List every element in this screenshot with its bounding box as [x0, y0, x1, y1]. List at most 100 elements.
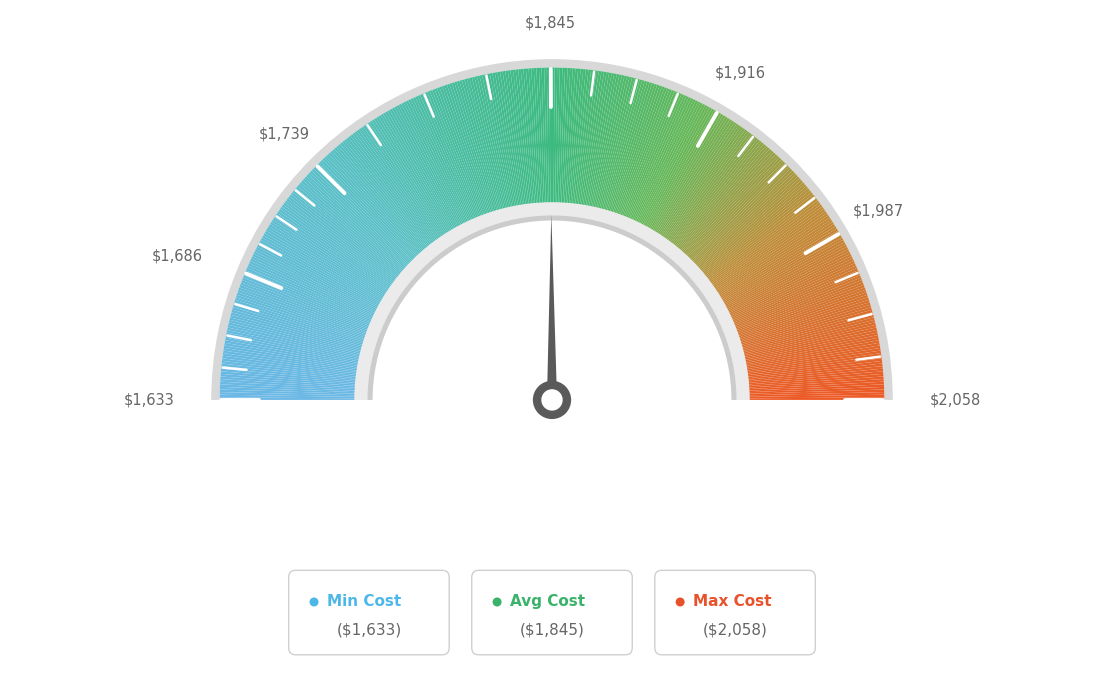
Wedge shape	[467, 78, 503, 209]
Wedge shape	[280, 207, 392, 286]
Wedge shape	[669, 132, 752, 242]
Wedge shape	[354, 131, 436, 241]
Wedge shape	[231, 313, 362, 349]
Wedge shape	[654, 115, 725, 232]
Wedge shape	[220, 387, 355, 394]
Wedge shape	[584, 72, 609, 206]
Wedge shape	[296, 186, 401, 274]
Wedge shape	[641, 104, 705, 225]
Wedge shape	[607, 81, 647, 211]
Wedge shape	[344, 139, 429, 246]
Wedge shape	[226, 330, 359, 360]
Wedge shape	[289, 194, 397, 279]
Wedge shape	[321, 159, 416, 258]
Circle shape	[541, 389, 563, 411]
Wedge shape	[265, 230, 382, 301]
Wedge shape	[747, 358, 882, 377]
Wedge shape	[240, 285, 367, 333]
Wedge shape	[396, 105, 461, 226]
Wedge shape	[335, 147, 424, 251]
Wedge shape	[652, 114, 723, 231]
Wedge shape	[315, 165, 413, 262]
Wedge shape	[487, 73, 516, 206]
Wedge shape	[582, 71, 604, 205]
Wedge shape	[729, 251, 850, 313]
Wedge shape	[611, 82, 652, 212]
Wedge shape	[510, 70, 529, 204]
Wedge shape	[618, 87, 667, 215]
Wedge shape	[222, 361, 357, 378]
Wedge shape	[288, 196, 396, 280]
Wedge shape	[388, 110, 456, 228]
Wedge shape	[608, 81, 650, 212]
Wedge shape	[283, 202, 393, 284]
Circle shape	[492, 598, 501, 607]
Text: ($2,058): ($2,058)	[702, 622, 767, 638]
Wedge shape	[603, 79, 639, 210]
Wedge shape	[716, 217, 831, 293]
Wedge shape	[572, 69, 588, 204]
Wedge shape	[749, 371, 883, 384]
Wedge shape	[479, 75, 510, 208]
Wedge shape	[220, 389, 355, 395]
Wedge shape	[648, 110, 716, 228]
Wedge shape	[306, 175, 407, 267]
Wedge shape	[439, 86, 487, 215]
Wedge shape	[667, 130, 747, 240]
Wedge shape	[347, 137, 432, 245]
Wedge shape	[594, 75, 625, 208]
Wedge shape	[701, 182, 805, 272]
Wedge shape	[352, 132, 435, 242]
Wedge shape	[747, 364, 882, 380]
Wedge shape	[595, 76, 627, 208]
Wedge shape	[221, 368, 355, 383]
Wedge shape	[272, 219, 386, 294]
Wedge shape	[692, 167, 790, 263]
Wedge shape	[559, 68, 565, 203]
Wedge shape	[277, 211, 390, 289]
Wedge shape	[726, 247, 848, 310]
Wedge shape	[592, 75, 622, 207]
Wedge shape	[647, 109, 714, 228]
Wedge shape	[274, 215, 389, 292]
Wedge shape	[708, 196, 816, 280]
Wedge shape	[233, 305, 363, 345]
Wedge shape	[722, 230, 839, 301]
Wedge shape	[340, 142, 427, 248]
Wedge shape	[747, 355, 882, 375]
Wedge shape	[220, 384, 355, 392]
Wedge shape	[620, 88, 669, 215]
Wedge shape	[363, 125, 442, 238]
Wedge shape	[376, 117, 449, 233]
Wedge shape	[707, 194, 815, 279]
Wedge shape	[533, 68, 543, 203]
Wedge shape	[332, 149, 423, 252]
Wedge shape	[712, 207, 824, 286]
Wedge shape	[276, 213, 389, 290]
Wedge shape	[690, 163, 787, 261]
Wedge shape	[732, 266, 857, 322]
Wedge shape	[308, 172, 408, 266]
Text: ($1,633): ($1,633)	[337, 622, 402, 638]
Wedge shape	[338, 144, 426, 249]
Wedge shape	[668, 131, 750, 241]
Wedge shape	[700, 180, 803, 270]
Wedge shape	[256, 247, 378, 310]
Wedge shape	[370, 121, 445, 235]
Wedge shape	[310, 170, 410, 265]
Wedge shape	[383, 112, 453, 230]
Wedge shape	[264, 233, 382, 302]
Wedge shape	[649, 111, 719, 230]
Wedge shape	[583, 72, 606, 206]
Wedge shape	[490, 73, 517, 206]
Wedge shape	[495, 72, 520, 206]
Wedge shape	[244, 273, 370, 326]
Wedge shape	[588, 73, 617, 206]
Wedge shape	[230, 315, 361, 351]
Wedge shape	[720, 224, 836, 297]
Wedge shape	[660, 122, 736, 236]
Wedge shape	[750, 397, 884, 400]
Wedge shape	[636, 99, 696, 222]
Wedge shape	[293, 190, 400, 277]
Wedge shape	[542, 68, 548, 203]
